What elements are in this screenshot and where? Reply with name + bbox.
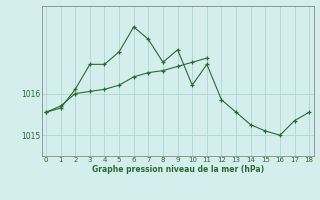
- X-axis label: Graphe pression niveau de la mer (hPa): Graphe pression niveau de la mer (hPa): [92, 165, 264, 174]
